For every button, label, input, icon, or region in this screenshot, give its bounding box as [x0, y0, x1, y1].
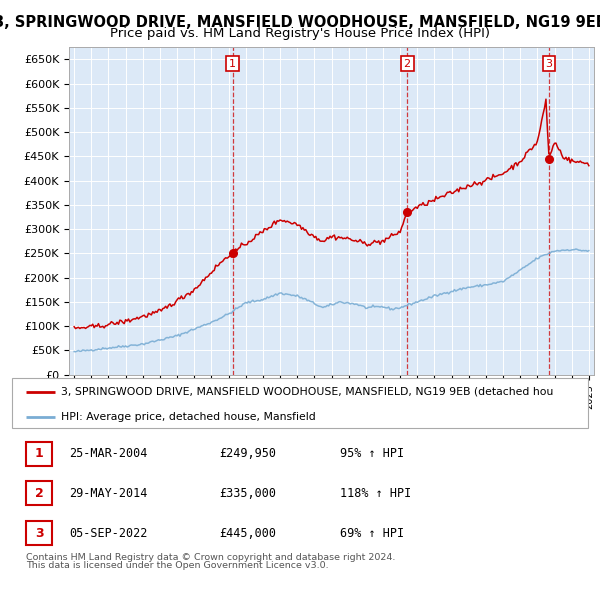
Text: £249,950: £249,950 [220, 447, 277, 460]
Bar [26, 522, 52, 545]
Text: 2: 2 [35, 487, 44, 500]
Text: 05-SEP-2022: 05-SEP-2022 [70, 527, 148, 540]
Text: 95% ↑ HPI: 95% ↑ HPI [340, 447, 404, 460]
Bar [26, 441, 52, 466]
Text: £445,000: £445,000 [220, 527, 277, 540]
Text: Price paid vs. HM Land Registry's House Price Index (HPI): Price paid vs. HM Land Registry's House … [110, 27, 490, 40]
Text: This data is licensed under the Open Government Licence v3.0.: This data is licensed under the Open Gov… [26, 560, 329, 569]
Text: 2: 2 [404, 58, 411, 68]
Text: 3, SPRINGWOOD DRIVE, MANSFIELD WOODHOUSE, MANSFIELD, NG19 9EB: 3, SPRINGWOOD DRIVE, MANSFIELD WOODHOUSE… [0, 15, 600, 30]
Text: 118% ↑ HPI: 118% ↑ HPI [340, 487, 412, 500]
Text: 3: 3 [35, 527, 44, 540]
Text: 25-MAR-2004: 25-MAR-2004 [70, 447, 148, 460]
Text: 3: 3 [545, 58, 553, 68]
Text: £335,000: £335,000 [220, 487, 277, 500]
Text: 1: 1 [229, 58, 236, 68]
Text: Contains HM Land Registry data © Crown copyright and database right 2024.: Contains HM Land Registry data © Crown c… [26, 553, 396, 562]
Text: HPI: Average price, detached house, Mansfield: HPI: Average price, detached house, Mans… [61, 412, 316, 422]
Text: 3, SPRINGWOOD DRIVE, MANSFIELD WOODHOUSE, MANSFIELD, NG19 9EB (detached hou: 3, SPRINGWOOD DRIVE, MANSFIELD WOODHOUSE… [61, 386, 553, 396]
Text: 29-MAY-2014: 29-MAY-2014 [70, 487, 148, 500]
Bar [26, 481, 52, 505]
Text: 1: 1 [35, 447, 44, 460]
Text: 69% ↑ HPI: 69% ↑ HPI [340, 527, 404, 540]
